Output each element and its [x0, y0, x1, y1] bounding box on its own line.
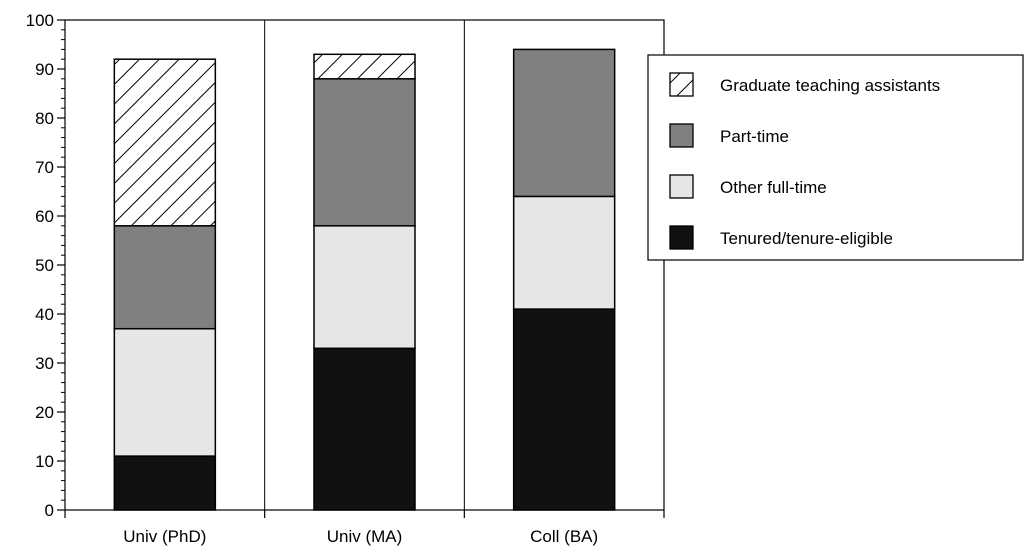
- legend: Graduate teaching assistants Part-time Oth…: [647, 54, 1024, 261]
- legend-swatch: [669, 174, 694, 199]
- y-tick-label: 30: [35, 354, 54, 373]
- x-category-label: Univ (PhD): [123, 527, 206, 546]
- bar-segment: [113, 455, 217, 511]
- bar-segment: [313, 347, 416, 511]
- legend-swatch: [669, 72, 694, 97]
- legend-label: Part-time: [720, 127, 789, 146]
- legend-swatch: [669, 123, 694, 148]
- legend-label: Other full-time: [720, 178, 827, 197]
- plot-area: 0 10 20 30 40 50 60 70 80 90 100 Univ (PhD) Univ (MA…: [26, 11, 665, 546]
- legend-box: [647, 54, 1024, 261]
- bar-segment: [313, 53, 416, 80]
- y-tick-label: 80: [35, 109, 54, 128]
- y-tick-label: 90: [35, 60, 54, 79]
- bar-segment: [113, 225, 217, 330]
- bar-segment: [512, 308, 616, 511]
- y-tick-label: 100: [26, 11, 54, 30]
- legend-label: Graduate teaching assistants: [720, 76, 940, 95]
- legend-label: Tenured/tenure-eligible: [720, 229, 893, 248]
- y-tick-label: 70: [35, 158, 54, 177]
- y-tick-label: 40: [35, 305, 54, 324]
- bar-segment: [512, 195, 616, 310]
- bar-segment: [512, 48, 616, 198]
- y-tick-label: 20: [35, 403, 54, 422]
- y-tick-label: 60: [35, 207, 54, 226]
- x-category-label: Univ (MA): [327, 527, 403, 546]
- bar-segment: [313, 78, 416, 227]
- y-tick-label: 10: [35, 452, 54, 471]
- bar-segment: [113, 58, 217, 227]
- bar-segment: [313, 225, 416, 350]
- y-tick-label: 0: [45, 501, 54, 520]
- bar-segment: [113, 327, 217, 457]
- y-tick-label: 50: [35, 256, 54, 275]
- x-category-label: Coll (BA): [530, 527, 598, 546]
- legend-swatch: [669, 225, 694, 250]
